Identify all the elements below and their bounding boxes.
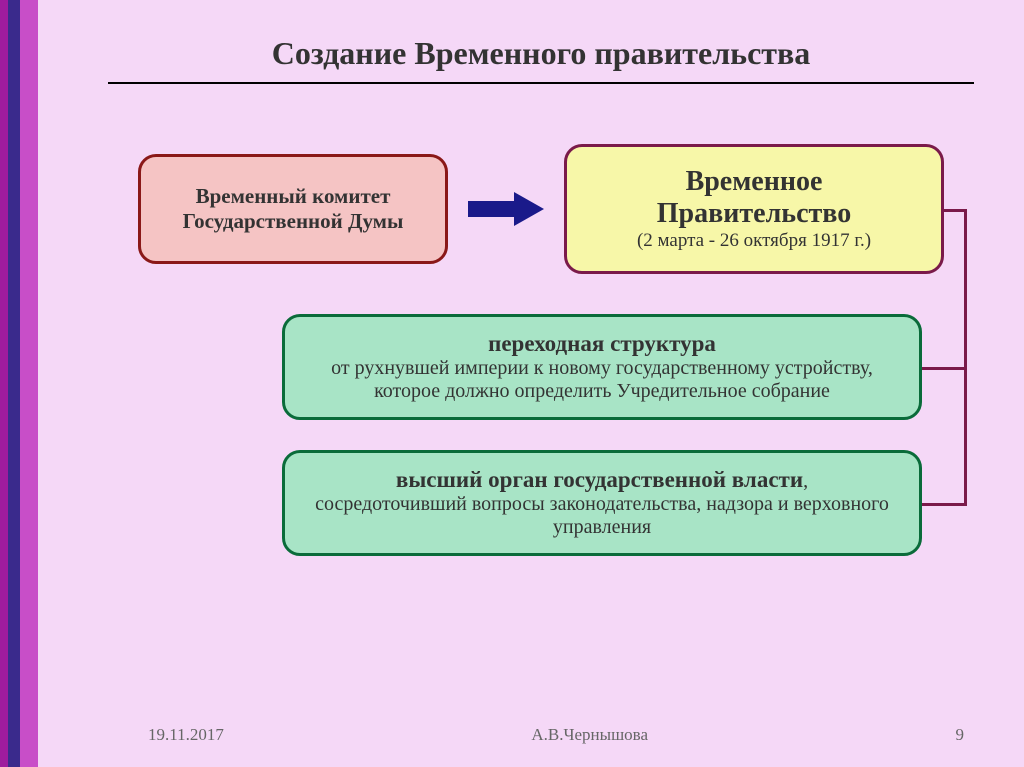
authority-title-line: высший орган государственной власти,: [396, 467, 808, 493]
footer: 19.11.2017 А.В.Чернышова 9: [38, 725, 1024, 745]
footer-page: 9: [955, 725, 964, 745]
stripe-2: [8, 0, 20, 767]
title-underline: [108, 82, 974, 84]
structure-body: от рухнувшей империи к новому государств…: [305, 357, 899, 403]
connector-vertical: [964, 209, 967, 505]
stripe-3: [20, 0, 38, 767]
government-box: Временное Правительство (2 марта - 26 ок…: [564, 144, 944, 274]
stripe-1: [0, 0, 8, 767]
arrow-icon: [468, 192, 544, 226]
structure-title: переходная структура: [488, 331, 716, 357]
top-row: Временный комитет Государственной Думы В…: [108, 144, 974, 274]
authority-title: высший орган государственной власти: [396, 467, 803, 492]
authority-body: сосредоточивший вопросы законодательства…: [305, 493, 899, 539]
arrow: [468, 192, 544, 226]
committee-line-1: Временный комитет: [196, 184, 391, 209]
slide-title: Создание Временного правительства: [108, 35, 974, 72]
committee-box: Временный комитет Государственной Думы: [138, 154, 448, 264]
structure-box: переходная структура от рухнувшей импери…: [282, 314, 922, 420]
government-subtitle: (2 марта - 26 октября 1917 г.): [637, 230, 871, 252]
government-title-2: Правительство: [657, 198, 851, 230]
footer-date: 19.11.2017: [148, 725, 224, 745]
connector-horiz-2: [922, 503, 967, 506]
government-title-1: Временное: [686, 166, 823, 198]
side-stripe: [0, 0, 38, 767]
slide-body: Создание Временного правительства Времен…: [38, 0, 1024, 767]
authority-comma: ,: [803, 470, 808, 492]
footer-author: А.В.Чернышова: [531, 725, 648, 745]
connector-horiz-1: [922, 367, 967, 370]
committee-line-2: Государственной Думы: [183, 209, 404, 234]
authority-box: высший орган государственной власти, сос…: [282, 450, 922, 556]
